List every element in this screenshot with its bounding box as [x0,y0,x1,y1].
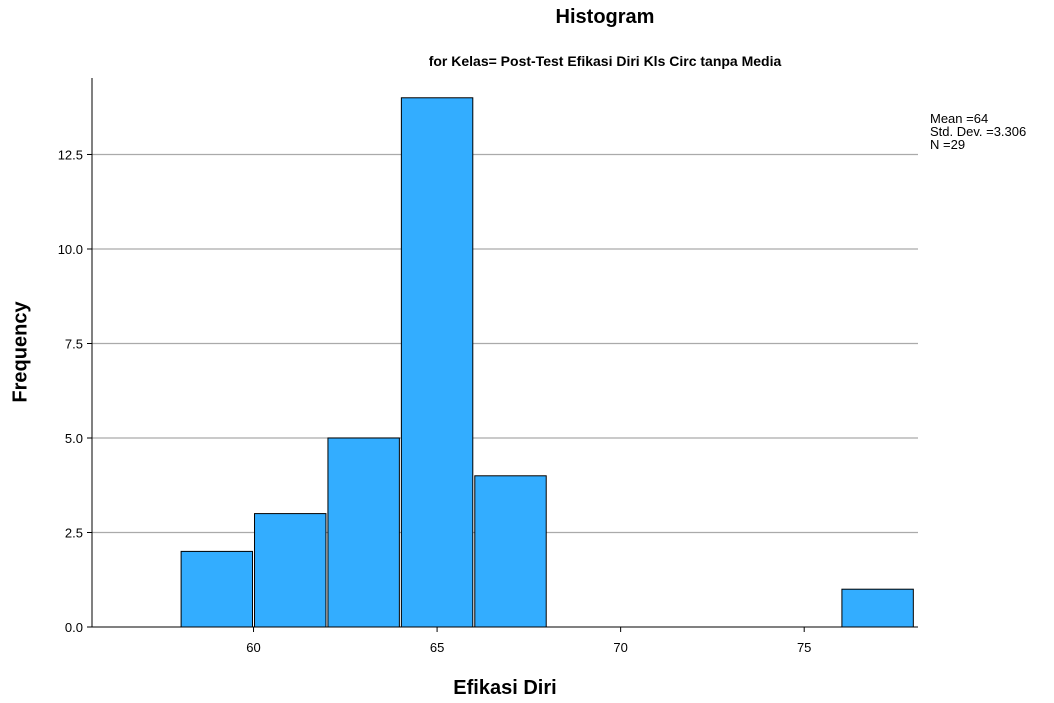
histogram-bar [474,475,547,628]
x-tick-label: 75 [797,640,811,655]
grid-layer [92,153,918,534]
chart-subtitle: for Kelas= Post-Test Efikasi Diri Kls Ci… [428,53,782,69]
y-tick-label: 7.5 [65,336,83,351]
axis-layer: 0.0 2.5 5.0 7.5 10.0 12.5 60 65 70 75 [58,78,918,655]
stats-box: Mean =64 Std. Dev. =3.306 N =29 [930,112,1026,151]
chart-title: Histogram [555,6,655,28]
y-tick-label: 10.0 [58,242,83,257]
y-tick-label: 12.5 [58,147,83,162]
y-tick-label: 2.5 [65,525,83,540]
histogram-bar [254,513,327,628]
x-tick-label: 60 [246,640,260,655]
stat-mean: Mean =64 [930,111,989,126]
y-tick-label: 5.0 [65,431,83,446]
x-tick-label: 70 [613,640,627,655]
histogram-bar [180,550,254,628]
x-tick-label: 65 [430,640,444,655]
histogram-bar [841,588,914,628]
histogram-bar [327,437,400,628]
x-axis-label: Efikasi Diri [453,677,557,699]
bar-layer [180,97,914,628]
y-tick-label: 0.0 [65,620,83,635]
stat-std-dev: Std. Dev. =3.306 [930,124,1027,139]
histogram-bar [400,97,474,628]
stat-n: N =29 [930,137,966,152]
